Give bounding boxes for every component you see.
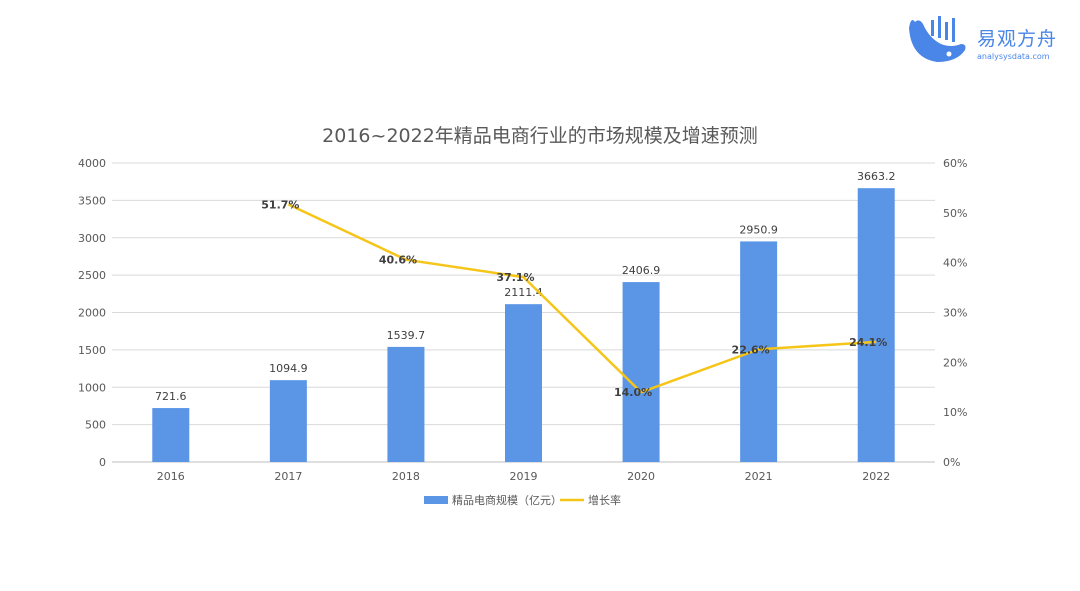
bar-value-label: 2950.9 bbox=[739, 223, 778, 236]
y-left-tick-label: 1500 bbox=[78, 344, 106, 357]
x-tick-label: 2016 bbox=[157, 470, 185, 483]
y-right-tick-label: 40% bbox=[943, 257, 967, 270]
bar-value-label: 1539.7 bbox=[387, 329, 426, 342]
y-left-tick-label: 3500 bbox=[78, 194, 106, 207]
brand-site: analysysdata.com bbox=[977, 52, 1050, 61]
growth-rate-line bbox=[287, 203, 877, 394]
growth-rate-label: 22.6% bbox=[732, 343, 770, 356]
y-right-tick-label: 60% bbox=[943, 157, 967, 170]
x-tick-label: 2020 bbox=[627, 470, 655, 483]
brand-logo: 易观方舟 analysysdata.com bbox=[905, 14, 1065, 66]
legend-label-bar: 精品电商规模（亿元） bbox=[452, 493, 562, 507]
x-tick-label: 2017 bbox=[274, 470, 302, 483]
y-left-tick-label: 500 bbox=[85, 419, 106, 432]
bar-value-label: 2406.9 bbox=[622, 264, 661, 277]
growth-rate-label: 37.1% bbox=[496, 271, 534, 284]
legend-swatch-bar bbox=[424, 496, 448, 504]
growth-rate-label: 24.1% bbox=[849, 336, 887, 349]
brand-name: 易观方舟 bbox=[977, 28, 1058, 50]
y-right-tick-label: 10% bbox=[943, 406, 967, 419]
bar-value-label: 3663.2 bbox=[857, 170, 896, 183]
y-left-tick-label: 4000 bbox=[78, 157, 106, 170]
y-left-tick-label: 1000 bbox=[78, 381, 106, 394]
whale-icon bbox=[909, 16, 966, 62]
bar bbox=[622, 282, 660, 462]
growth-rate-label: 40.6% bbox=[379, 254, 417, 267]
y-right-tick-label: 0% bbox=[943, 456, 960, 469]
growth-rate-label: 51.7% bbox=[261, 198, 299, 211]
y-left-tick-label: 2500 bbox=[78, 269, 106, 282]
y-left-tick-label: 2000 bbox=[78, 307, 106, 320]
x-tick-label: 2021 bbox=[745, 470, 773, 483]
x-tick-label: 2019 bbox=[510, 470, 538, 483]
bar-value-label: 721.6 bbox=[155, 390, 187, 403]
x-tick-label: 2022 bbox=[862, 470, 890, 483]
bar-value-label: 1094.9 bbox=[269, 362, 308, 375]
y-right-tick-label: 20% bbox=[943, 356, 967, 369]
bar bbox=[269, 380, 307, 462]
legend-label-line: 增长率 bbox=[588, 493, 621, 507]
y-left-tick-label: 0 bbox=[99, 456, 106, 469]
bar bbox=[152, 408, 190, 462]
bar bbox=[387, 346, 425, 462]
y-right-tick-label: 50% bbox=[943, 207, 967, 220]
bar-value-label: 2111.4 bbox=[504, 286, 543, 299]
growth-rate-label: 14.0% bbox=[614, 386, 652, 399]
y-left-tick-label: 3000 bbox=[78, 232, 106, 245]
bar bbox=[740, 241, 778, 462]
x-tick-label: 2018 bbox=[392, 470, 420, 483]
y-right-tick-label: 30% bbox=[943, 307, 967, 320]
bar bbox=[505, 304, 542, 462]
chart-title: 2016~2022年精品电商行业的市场规模及增速预测 bbox=[322, 125, 758, 147]
bar bbox=[857, 188, 895, 463]
